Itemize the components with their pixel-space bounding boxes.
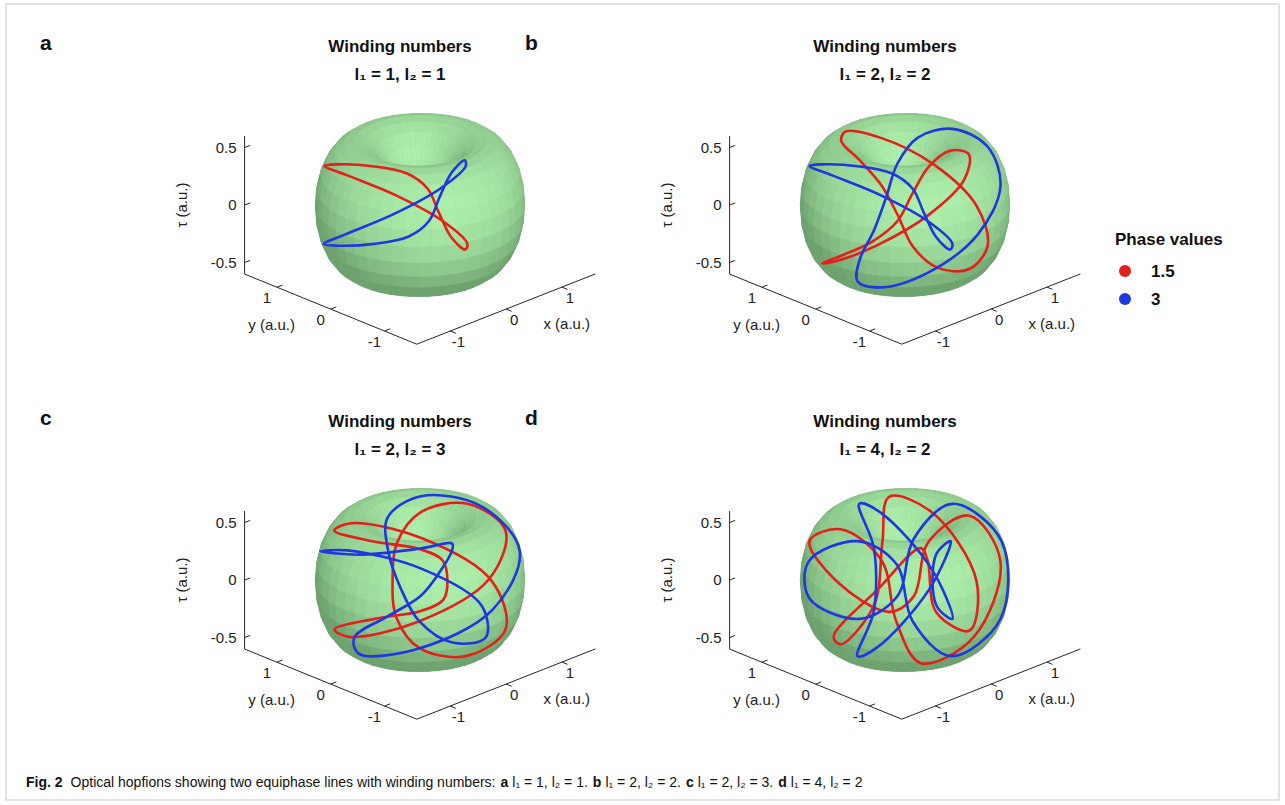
- z-tick: [730, 145, 736, 147]
- torus-facet: [444, 260, 458, 276]
- torus-facet: [406, 287, 418, 294]
- y-tick: [870, 329, 876, 331]
- x-tick-label: 1: [1051, 289, 1059, 306]
- x-axis-line: [902, 274, 1081, 344]
- torus-facet: [391, 245, 405, 262]
- torus-facet: [418, 230, 432, 247]
- torus-facet: [405, 213, 419, 230]
- y-tick-label: -1: [368, 333, 381, 350]
- panel-title: Winding numbers: [328, 37, 471, 56]
- torus-facet: [418, 287, 430, 294]
- torus-facet: [429, 173, 441, 184]
- panel: a Winding numbers l₁ = 1, l₂ = 1 -1 0 1 -1 0 1 -0…: [40, 31, 595, 350]
- z-tick-label: 0.5: [216, 139, 237, 156]
- equiphase-line: [325, 164, 468, 249]
- torus-facet: [405, 276, 418, 287]
- axes: -1 0 1 -1 0 1 -0.5 0 0.5 x (a.u.) y (a.u.) τ (a.u.): [173, 136, 596, 350]
- torus-facet: [404, 247, 418, 263]
- y-axis-title: y (a.u.): [733, 316, 780, 333]
- torus-facet: [418, 247, 432, 263]
- y-axis-title: y (a.u.): [248, 316, 295, 333]
- torus-facet: [405, 262, 419, 276]
- x-axis-title: x (a.u.): [1028, 315, 1075, 332]
- torus-facet: [432, 245, 446, 262]
- z-tick: [730, 203, 736, 205]
- torus-facet: [419, 168, 429, 174]
- torus-facet: [418, 276, 431, 287]
- z-axis-title: τ (a.u.): [173, 183, 190, 228]
- y-axis-line: [730, 274, 902, 344]
- x-tick-label: 0: [995, 311, 1003, 328]
- torus-facet: [445, 244, 458, 262]
- y-tick: [277, 285, 283, 287]
- plot-area: [800, 114, 1009, 297]
- torus-facet: [443, 195, 457, 212]
- torus-facet: [418, 262, 432, 276]
- y-tick: [816, 307, 822, 309]
- torus-facet: [431, 261, 445, 276]
- torus-facet: [356, 205, 369, 224]
- figure-frame: [6, 4, 1279, 800]
- figure: a Winding numbers l₁ = 1, l₂ = 1 -1 0 1 -1 0 1 -0…: [0, 0, 1285, 805]
- torus-facet: [366, 224, 379, 243]
- torus-facet: [393, 275, 407, 287]
- x-tick-label: 0: [510, 311, 518, 328]
- panel-subtitle: l₁ = 2, l₂ = 2: [839, 65, 930, 84]
- y-tick: [385, 329, 391, 331]
- torus-facet: [898, 115, 907, 121]
- figure-svg: a Winding numbers l₁ = 1, l₂ = 1 -1 0 1 -1 0 1 -0…: [0, 0, 1285, 805]
- torus-facet: [396, 173, 408, 184]
- panel: b Winding numbers l₁ = 2, l₂ = 2 -1 0 1 -1 0 1 -0…: [525, 31, 1080, 350]
- z-tick-label: 0.5: [701, 139, 722, 156]
- y-tick-label: -1: [853, 333, 866, 350]
- x-tick-label: -1: [452, 333, 465, 350]
- torus-surface: [800, 114, 1009, 297]
- torus-facet: [355, 221, 367, 241]
- panel-subtitle: l₁ = 1, l₂ = 1: [354, 65, 445, 84]
- torus-facet: [470, 221, 482, 241]
- z-tick-label: 0: [228, 196, 236, 213]
- torus-facet: [380, 195, 394, 212]
- y-tick-label: 0: [317, 311, 325, 328]
- torus-facet: [468, 205, 481, 224]
- torus-surface: [315, 114, 524, 297]
- z-tick: [245, 260, 251, 262]
- z-tick-label: 0: [713, 196, 721, 213]
- x-tick-label: -1: [937, 333, 950, 350]
- x-axis-title: x (a.u.): [543, 315, 590, 332]
- x-tick-label: 1: [566, 289, 574, 306]
- torus-facet: [378, 244, 391, 262]
- y-tick-label: 0: [802, 311, 810, 328]
- panel-title: Winding numbers: [813, 37, 956, 56]
- torus-facet: [431, 275, 445, 287]
- x-axis-line: [417, 274, 596, 344]
- panel-letter: b: [525, 31, 538, 54]
- z-axis-title: τ (a.u.): [658, 183, 675, 228]
- z-tick: [730, 260, 736, 262]
- torus-facet: [406, 184, 418, 198]
- y-tick: [762, 285, 768, 287]
- torus-facet: [456, 208, 470, 227]
- equiphase-line: [324, 160, 466, 245]
- torus-facet: [391, 261, 405, 276]
- z-tick: [245, 145, 251, 147]
- torus-facet: [413, 115, 422, 121]
- plot-area: [315, 114, 524, 297]
- torus-facet: [409, 168, 419, 174]
- torus-facet: [432, 229, 446, 247]
- z-tick: [245, 203, 251, 205]
- panel-letter: a: [40, 31, 52, 54]
- y-tick-label: 1: [748, 289, 756, 306]
- torus-facet: [379, 260, 393, 275]
- torus-facet: [427, 167, 438, 174]
- y-tick: [331, 307, 337, 309]
- z-tick-label: -0.5: [211, 254, 237, 271]
- z-tick-label: -0.5: [696, 254, 722, 271]
- y-tick-label: 1: [263, 289, 271, 306]
- y-axis-line: [245, 274, 417, 344]
